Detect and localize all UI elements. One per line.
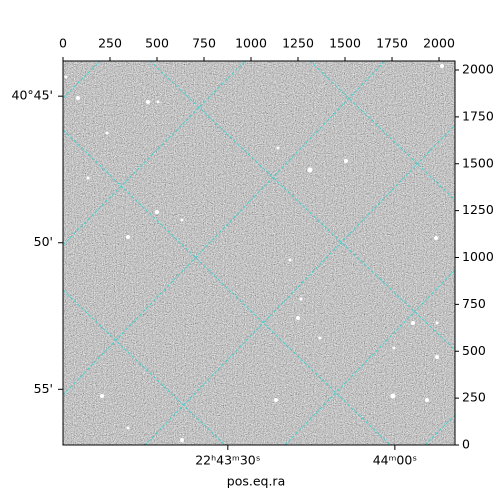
right-tick-label: 1250 <box>462 202 494 217</box>
right-tick-label: 750 <box>462 296 486 311</box>
top-tick-label: 500 <box>145 36 169 51</box>
top-tick-label: 0 <box>59 36 67 51</box>
top-tick-label: 1750 <box>376 36 408 51</box>
left-tick-label: 40°45' <box>12 88 54 103</box>
right-tick-label: 500 <box>462 343 486 358</box>
bottom-tick-label: 22ʰ43ᵐ30ˢ <box>195 453 260 468</box>
stars <box>64 64 444 442</box>
sky-image <box>63 61 455 445</box>
right-tick-label: 2000 <box>462 62 494 77</box>
right-tick-label: 0 <box>462 437 470 452</box>
x-axis-label: pos.eq.ra <box>227 474 285 489</box>
top-tick-label: 1250 <box>282 36 314 51</box>
left-tick-label: 55' <box>34 381 53 396</box>
right-tick-label: 250 <box>462 390 486 405</box>
top-tick-label: 250 <box>98 36 122 51</box>
top-tick-label: 750 <box>192 36 216 51</box>
world-grid <box>63 61 455 445</box>
bottom-tick-label: 44ᵐ00ˢ <box>373 453 417 468</box>
frame <box>62 60 456 446</box>
right-tick-label: 1000 <box>462 249 494 264</box>
right-tick-label: 1750 <box>462 108 494 123</box>
top-tick-label: 1500 <box>329 36 361 51</box>
right-tick-label: 1500 <box>462 155 494 170</box>
left-tick-label: 50' <box>34 234 53 249</box>
top-tick-label: 2000 <box>423 36 455 51</box>
top-tick-label: 1000 <box>235 36 267 51</box>
